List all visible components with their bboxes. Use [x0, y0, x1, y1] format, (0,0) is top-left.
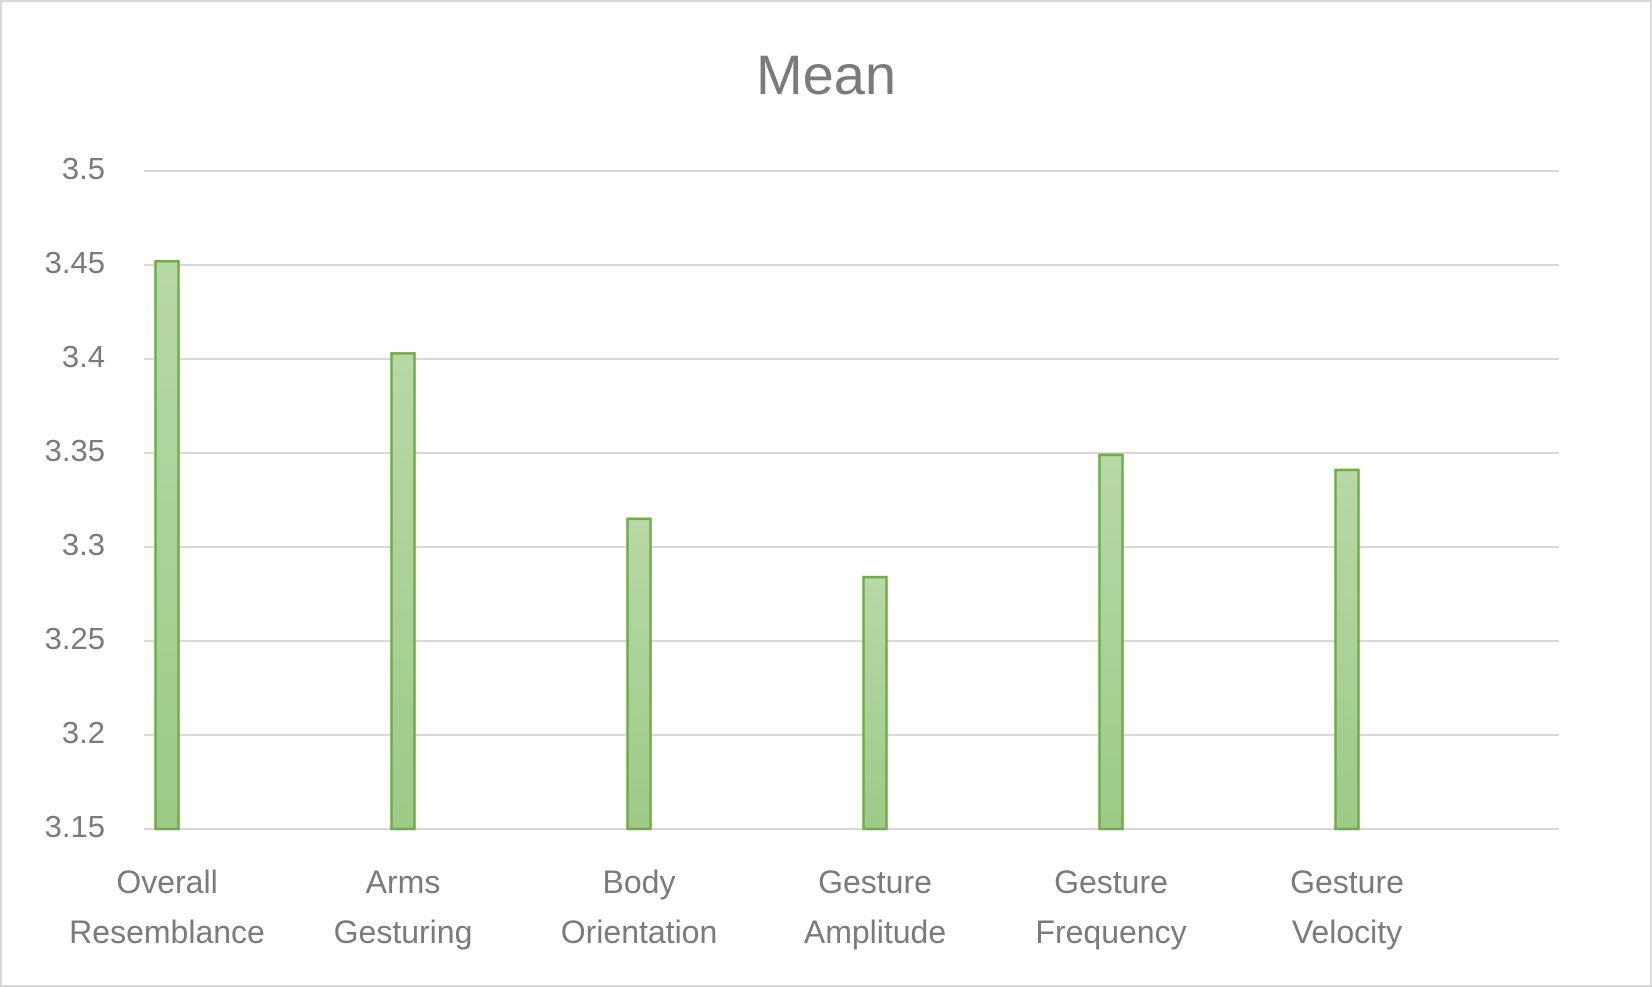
y-tick-label: 3.35 [45, 433, 105, 468]
y-tick-label: 3.5 [62, 151, 105, 186]
x-tick-label: Overall Resemblance [69, 864, 265, 950]
y-tick-label: 3.2 [62, 715, 105, 750]
bar [154, 259, 180, 831]
bar [862, 575, 888, 831]
bar [626, 517, 652, 831]
y-tick-label: 3.25 [45, 621, 105, 656]
y-tick-label: 3.4 [62, 339, 105, 374]
y-tick-label: 3.45 [45, 245, 105, 280]
x-tick-label: Arms Gesturing [333, 864, 473, 950]
y-tick-label: 3.3 [62, 527, 105, 562]
bar [390, 352, 416, 831]
x-tick-label: Gesture Frequency [1035, 864, 1187, 950]
x-tick-label: Gesture Amplitude [803, 864, 947, 950]
x-tick-label: Gesture Velocity [1290, 864, 1404, 950]
x-tick-label: Body Orientation [560, 864, 718, 950]
bar [1098, 453, 1124, 831]
chart-title: Mean [756, 43, 896, 106]
y-tick-label: 3.15 [45, 809, 105, 844]
bar [1334, 468, 1360, 831]
